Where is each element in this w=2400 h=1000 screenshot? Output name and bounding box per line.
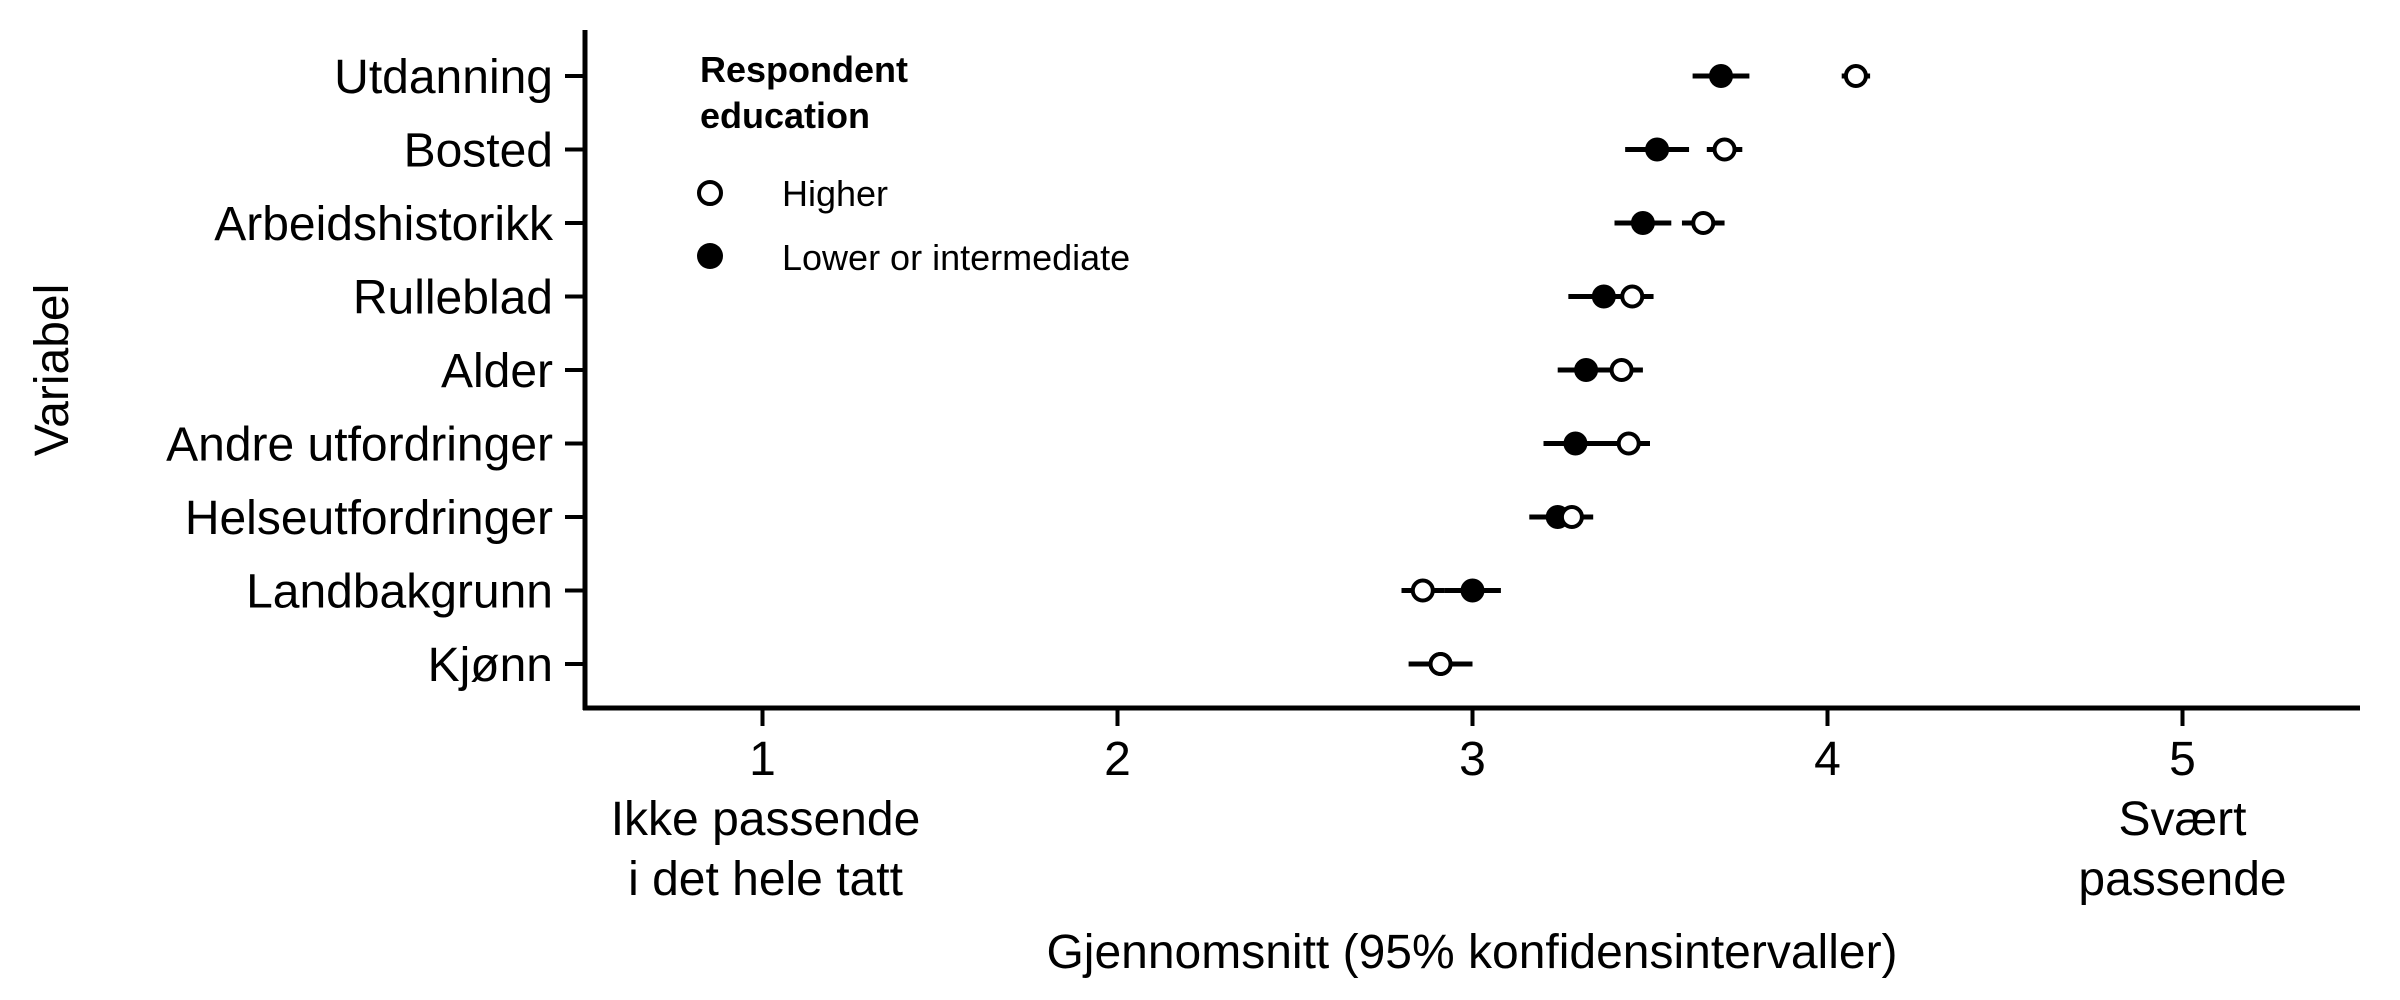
- plot-panel: Utdanning Bosted Arbeidshistorikk Rulleblad…: [166, 30, 2360, 906]
- point-lower: [1630, 211, 1655, 235]
- legend-title-line-1: Respondent: [700, 49, 908, 90]
- y-tick-label: Kjønn: [428, 639, 553, 692]
- x-tick-sublabel: Ikke passende: [611, 793, 921, 846]
- y-tick-label: Andre utfordringer: [166, 419, 553, 472]
- point-higher: [1609, 358, 1634, 382]
- point-higher: [1410, 578, 1435, 603]
- y-tick-label: Landbakgrunn: [246, 566, 553, 619]
- x-axis-title: Gjennomsnitt (95% konfidensintervaller): [1046, 926, 1897, 979]
- point-higher: [1843, 64, 1868, 88]
- point-higher: [1691, 211, 1716, 235]
- data-marks: [1401, 64, 1871, 676]
- point-lower: [1574, 358, 1599, 382]
- y-tick-label: Bosted: [404, 125, 553, 178]
- point-lower: [1563, 431, 1588, 456]
- legend-key-lower: [697, 243, 723, 269]
- legend-label-lower: Lower or intermediate: [782, 237, 1130, 278]
- y-tick-label: Helseutfordringer: [185, 492, 553, 545]
- x-tick-label: 4: [1814, 733, 1841, 786]
- legend: Respondent education Higher Lower or int…: [697, 49, 1130, 278]
- point-lower: [1591, 284, 1616, 309]
- y-tick-label: Alder: [441, 345, 553, 398]
- point-higher: [1428, 652, 1453, 676]
- y-ticks: Utdanning Bosted Arbeidshistorikk Rulleblad…: [166, 51, 585, 692]
- point-higher: [1559, 505, 1584, 529]
- x-tick-sublabel: passende: [2078, 853, 2286, 906]
- y-tick-label: Rulleblad: [353, 272, 553, 325]
- x-tick-sublabel: i det hele tatt: [628, 853, 903, 906]
- x-tick-label: 5: [2169, 733, 2196, 786]
- x-tick-label: 1: [749, 733, 776, 786]
- legend-label-higher: Higher: [782, 173, 888, 214]
- x-ticks: 1 Ikke passende i det hele tatt 2 3 4 5 Svært pa…: [611, 708, 2287, 906]
- x-tick-label: 2: [1104, 733, 1131, 786]
- point-lower: [1645, 137, 1670, 162]
- point-higher: [1620, 284, 1645, 309]
- x-tick-sublabel: Svært: [2118, 793, 2246, 846]
- y-axis-title: Variabel: [26, 284, 79, 457]
- point-lower: [1460, 578, 1485, 603]
- point-higher: [1616, 431, 1641, 456]
- legend-title-line-2: education: [700, 95, 870, 136]
- point-higher: [1712, 137, 1737, 162]
- y-tick-label: Arbeidshistorikk: [214, 198, 554, 251]
- point-lower: [1709, 64, 1733, 88]
- x-tick-label: 3: [1459, 733, 1486, 786]
- y-tick-label: Utdanning: [334, 51, 553, 104]
- legend-key-higher: [697, 180, 723, 206]
